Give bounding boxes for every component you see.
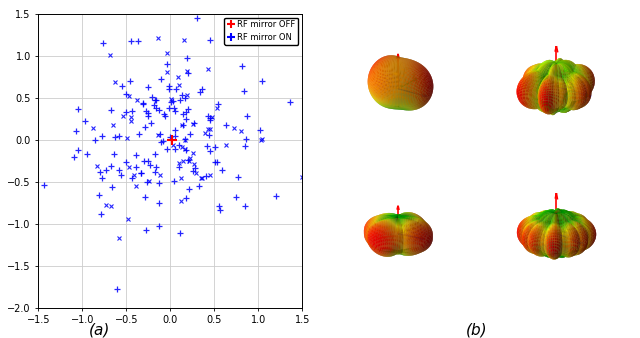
Legend: RF mirror OFF, RF mirror ON: RF mirror OFF, RF mirror ON <box>224 18 298 45</box>
Text: (b): (b) <box>466 322 488 338</box>
Text: (a): (a) <box>88 322 110 338</box>
